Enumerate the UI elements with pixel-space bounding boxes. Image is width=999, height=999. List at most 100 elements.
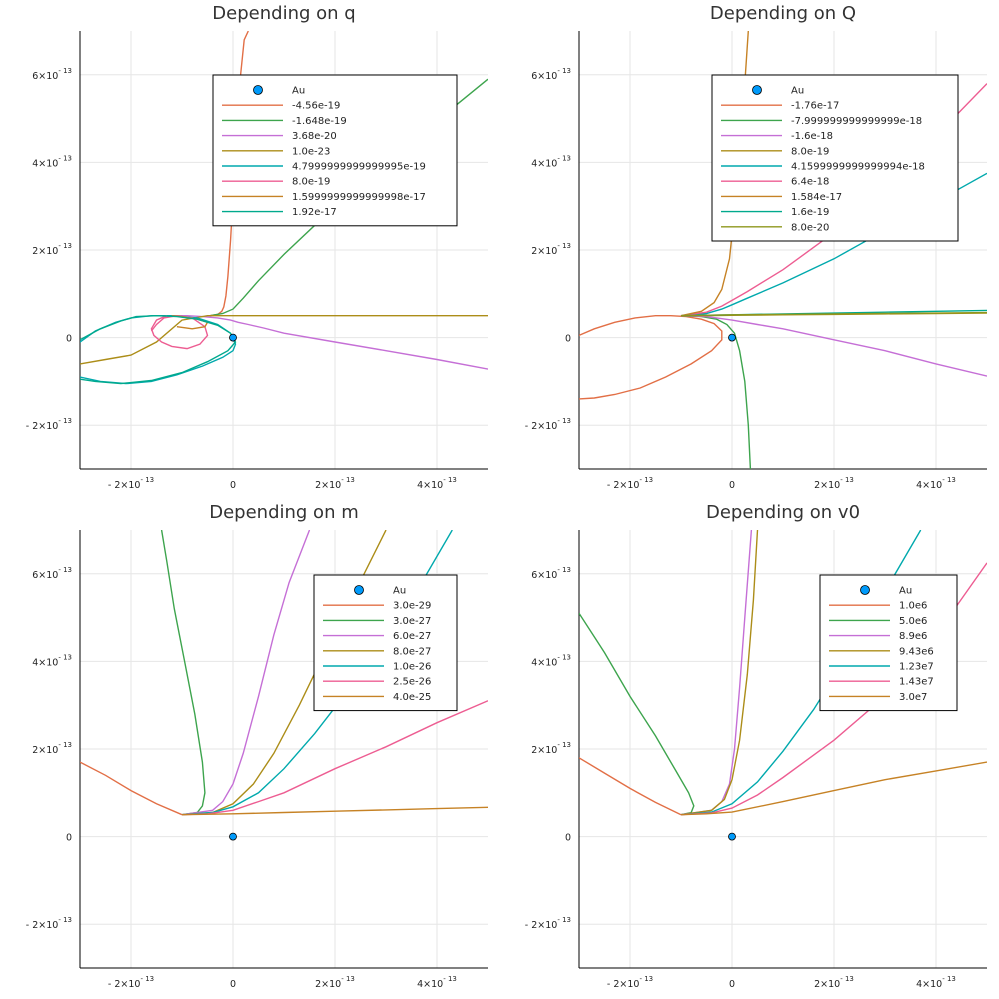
x-tick-base: 2×10 — [315, 979, 341, 990]
legend-label: 6.4e-18 — [791, 177, 829, 188]
y-tick-label: 6×10- 13 — [32, 566, 72, 581]
y-tick-base: - 2×10 — [26, 920, 59, 931]
x-tick-exponent: - 13 — [840, 975, 854, 983]
legend-label: -1.76e-17 — [791, 101, 839, 112]
y-tick-label: - 2×10- 13 — [525, 417, 571, 432]
x-tick-base: - 2×10 — [607, 979, 640, 990]
y-tick-exponent: - 13 — [58, 741, 72, 749]
legend-label: 8.0e-19 — [292, 177, 330, 188]
x-tick-exponent: - 13 — [942, 476, 956, 484]
panel-title: Depending on v0 — [706, 502, 860, 523]
x-tick-base: 0 — [230, 979, 236, 990]
legend-label: -7.999999999999999e-18 — [791, 116, 922, 127]
y-tick-label: 0 — [565, 334, 571, 345]
series-line-8.0e-19 — [150, 314, 209, 350]
y-tick-label: - 2×10- 13 — [525, 916, 571, 931]
series-line-9.43e6 — [680, 530, 759, 816]
x-tick-base: 0 — [230, 480, 236, 491]
y-tick-base: 0 — [66, 334, 72, 345]
legend-box — [711, 74, 959, 242]
panel-title: Depending on q — [212, 3, 355, 24]
series-line--1.6e-18 — [680, 315, 987, 377]
legend-label: 8.0e-27 — [393, 646, 431, 657]
y-tick-label: 0 — [66, 334, 72, 345]
y-tick-base: 2×10 — [32, 246, 58, 257]
y-tick-base: 6×10 — [531, 71, 557, 82]
legend-au-marker — [860, 585, 870, 595]
legend: Au -1.76e-17 -7.999999999999999e-18 -1.6e-1… — [711, 74, 959, 242]
y-tick-base: 4×10 — [531, 657, 557, 668]
y-tick-label: 4×10- 13 — [32, 154, 72, 169]
x-tick-base: 2×10 — [814, 480, 840, 491]
legend-label: 1.0e6 — [899, 601, 927, 612]
legend-label-au: Au — [899, 586, 912, 597]
legend-label: -1.6e-18 — [791, 131, 833, 142]
x-tick-exponent: - 13 — [341, 975, 355, 983]
au-marker — [728, 333, 736, 342]
legend-label: 1.0e-26 — [393, 662, 431, 673]
x-tick-base: - 2×10 — [607, 480, 640, 491]
legend-label: 8.0e-19 — [791, 146, 829, 157]
legend-label: -1.648e-19 — [292, 116, 347, 127]
series-line-4.0e-25 — [181, 806, 488, 816]
y-tick-label: - 2×10- 13 — [26, 916, 72, 931]
x-tick-label: 0 — [729, 979, 735, 990]
legend-label: 1.92e-17 — [292, 207, 337, 218]
x-tick-exponent: - 13 — [840, 476, 854, 484]
au-marker — [229, 333, 237, 342]
y-tick-base: - 2×10 — [525, 421, 558, 432]
legend-label: 3.0e-29 — [393, 601, 431, 612]
x-tick-exponent: - 13 — [639, 476, 653, 484]
x-tick-exponent: - 13 — [639, 975, 653, 983]
x-tick-exponent: - 13 — [140, 975, 154, 983]
x-tick-label: 2×10- 13 — [315, 975, 355, 990]
legend-label: 3.0e7 — [899, 692, 927, 703]
y-tick-base: 6×10 — [531, 570, 557, 581]
legend-label: 4.0e-25 — [393, 692, 431, 703]
y-tick-base: 0 — [565, 833, 571, 844]
y-tick-base: - 2×10 — [525, 920, 558, 931]
legend-box — [313, 574, 458, 712]
x-tick-label: - 2×10- 13 — [607, 975, 653, 990]
legend-au-marker — [354, 585, 364, 595]
x-tick-base: 4×10 — [417, 480, 443, 491]
series-line-1.0e-23 — [80, 315, 488, 365]
legend-label: 1.6e-19 — [791, 207, 829, 218]
x-tick-label: 4×10- 13 — [417, 975, 457, 990]
series-line--1.76e-17 — [579, 315, 723, 400]
y-tick-exponent: - 13 — [557, 741, 571, 749]
legend: Au 3.0e-29 3.0e-27 6.0e-27 8.0e-27 1.0e-26 2.5… — [313, 574, 458, 712]
x-tick-label: 2×10- 13 — [315, 476, 355, 491]
legend-label: 3.0e-27 — [393, 616, 431, 627]
y-tick-label: 2×10- 13 — [531, 741, 571, 756]
y-tick-exponent: - 13 — [557, 653, 571, 661]
series-line-6.0e-27 — [181, 530, 311, 816]
x-tick-label: 2×10- 13 — [814, 476, 854, 491]
series-line-3.0e-27 — [160, 530, 206, 816]
legend-label: 6.0e-27 — [393, 631, 431, 642]
y-tick-base: 2×10 — [531, 246, 557, 257]
legend-label: -4.56e-19 — [292, 101, 340, 112]
series-line-3.0e7 — [680, 761, 987, 816]
panel-title: Depending on Q — [710, 3, 856, 24]
series-line-8.0e-20 — [680, 311, 987, 317]
legend-label: 5.0e6 — [899, 616, 927, 627]
panel-4: Depending on v0- 2×10- 13 0 2×10- 13 4×10- … — [525, 502, 987, 990]
y-tick-label: 2×10- 13 — [531, 242, 571, 257]
legend-label: 3.68e-20 — [292, 131, 337, 142]
y-tick-exponent: - 13 — [58, 566, 72, 574]
y-tick-exponent: - 13 — [58, 653, 72, 661]
y-tick-label: 4×10- 13 — [32, 653, 72, 668]
panel-2: Depending on Q- 2×10- 13 0 2×10- 13 4×10- 1… — [525, 3, 987, 491]
panel-1: Depending on q- 2×10- 13 0 2×10- 13 4×10- 1… — [26, 3, 488, 491]
x-tick-label: 4×10- 13 — [916, 975, 956, 990]
y-tick-base: 4×10 — [32, 657, 58, 668]
legend-label-au: Au — [791, 86, 804, 97]
x-tick-base: 4×10 — [417, 979, 443, 990]
y-tick-exponent: - 13 — [58, 417, 72, 425]
y-tick-exponent: - 13 — [58, 67, 72, 75]
x-tick-exponent: - 13 — [942, 975, 956, 983]
x-tick-label: 4×10- 13 — [916, 476, 956, 491]
y-tick-exponent: - 13 — [557, 154, 571, 162]
y-tick-label: 2×10- 13 — [32, 242, 72, 257]
